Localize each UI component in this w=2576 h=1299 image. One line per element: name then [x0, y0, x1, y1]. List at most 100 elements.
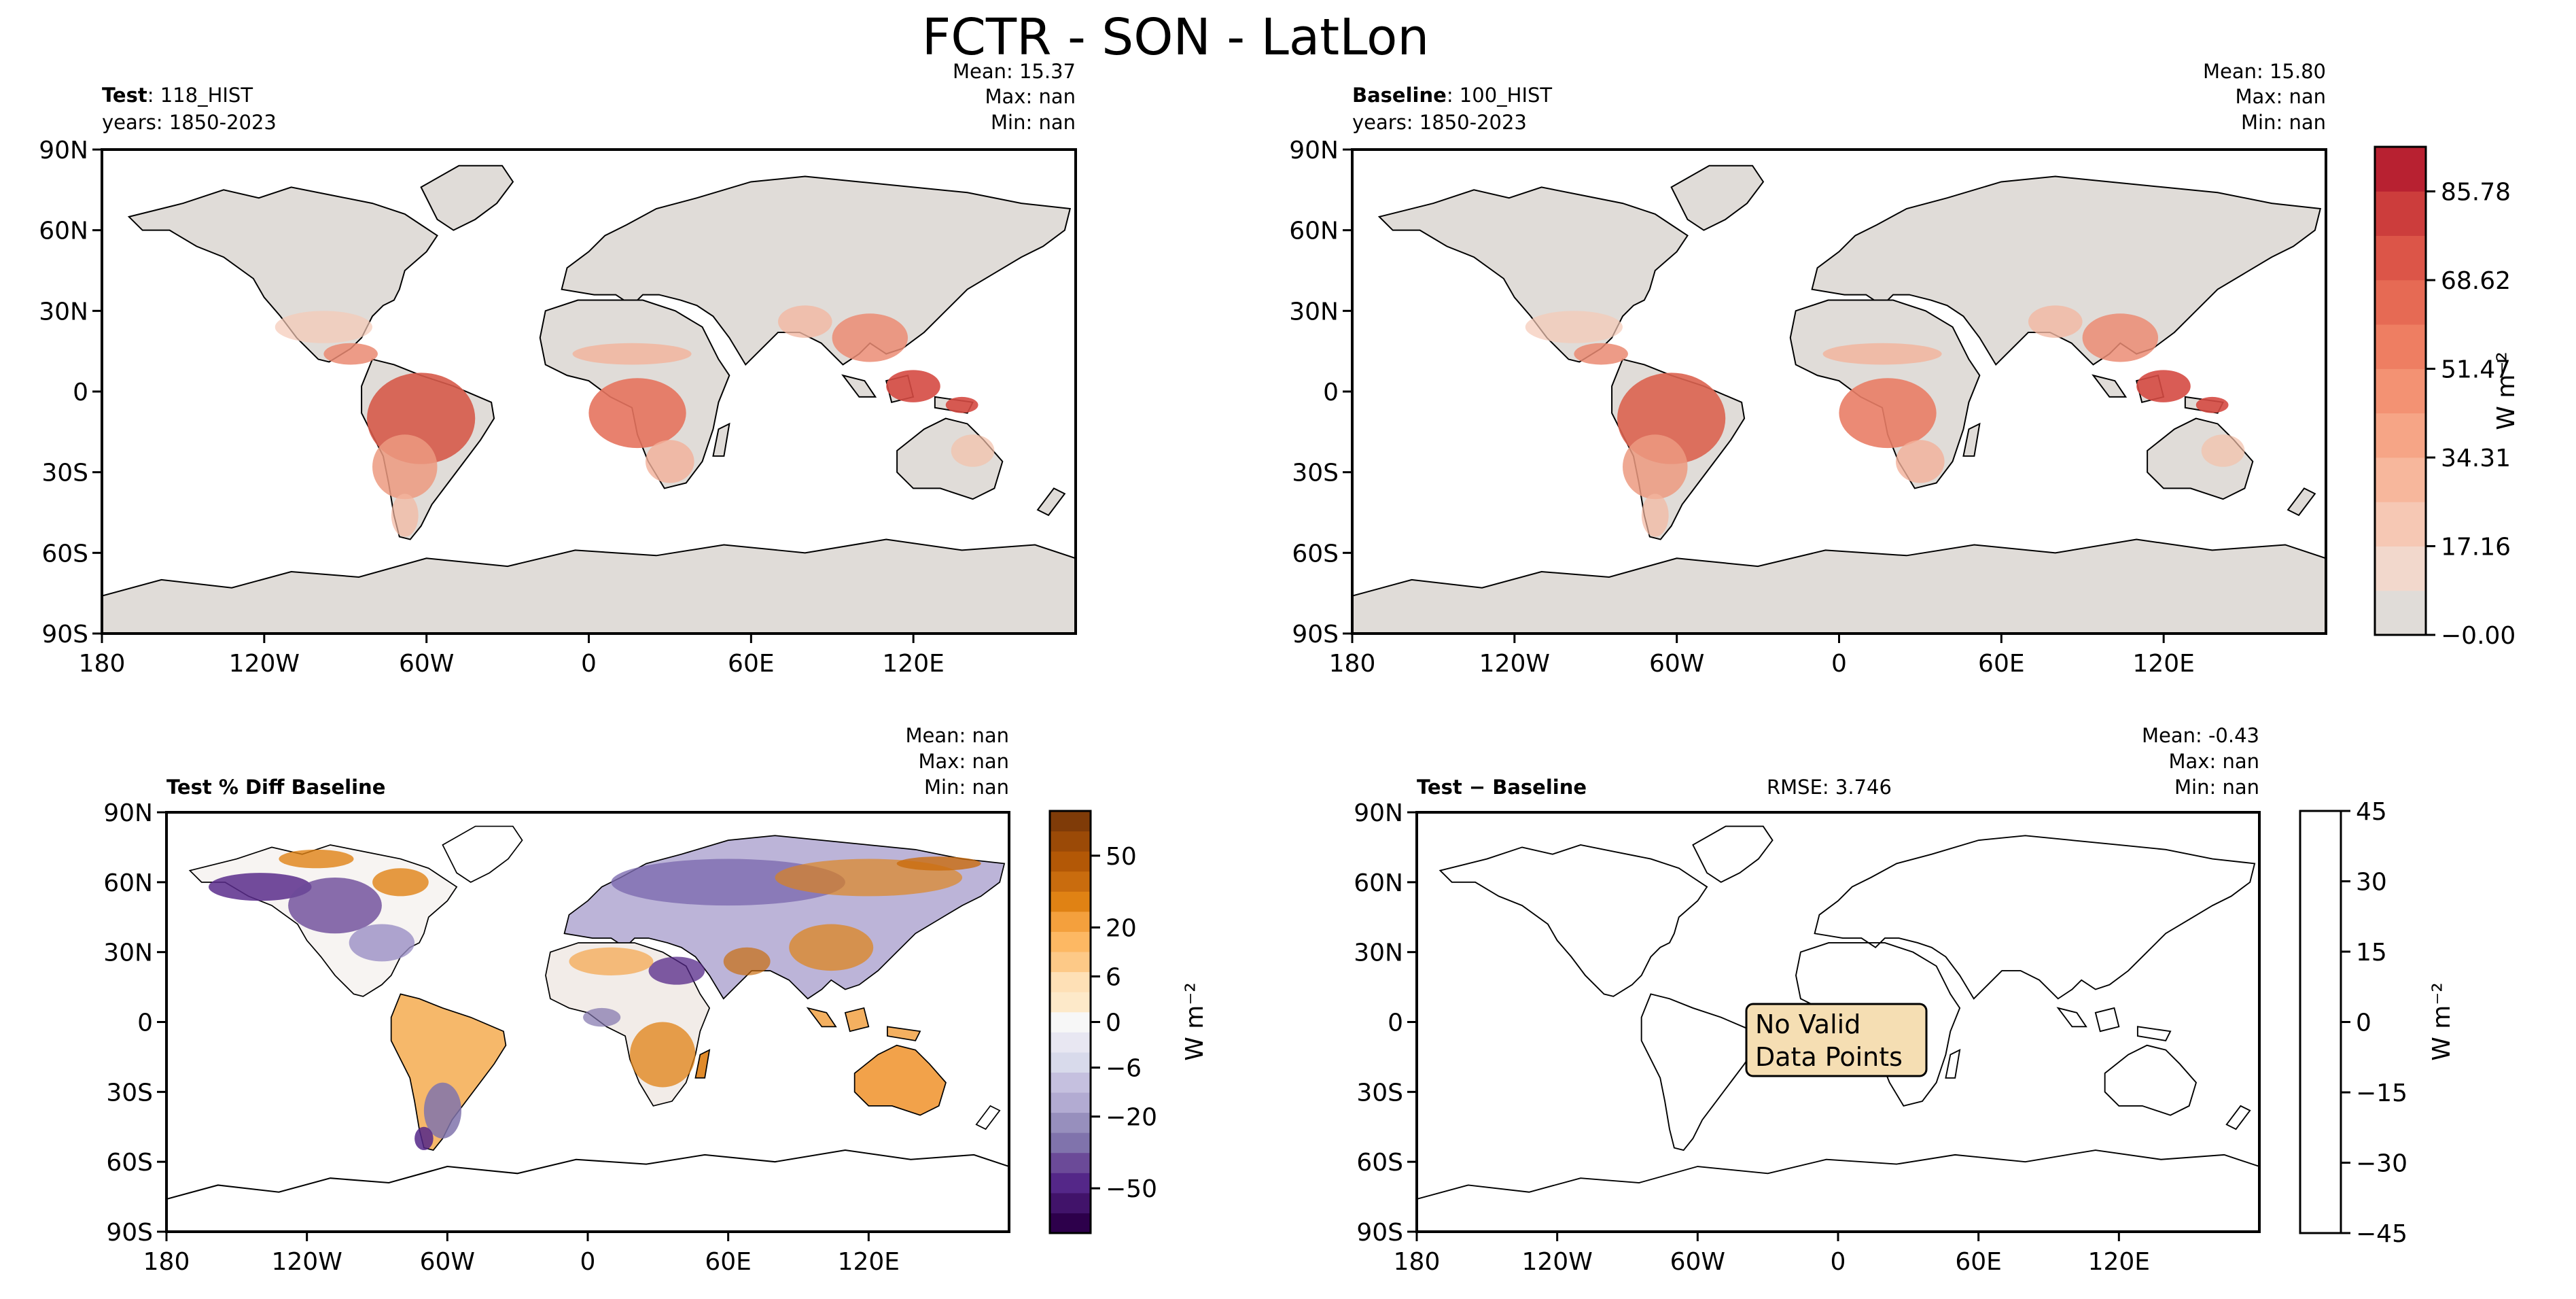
colorbar-diff-tick-label: −45 — [2356, 1220, 2407, 1248]
colorbar-ab-tick-label: 34.31 — [2441, 445, 2511, 472]
panel-pctdiff-max: Max: nan — [919, 750, 1009, 773]
panel-diff-max: Max: nan — [2169, 750, 2259, 773]
lat-tick-label: 90N — [1354, 799, 1403, 827]
lon-tick-label: 180 — [79, 650, 126, 678]
lat-tick-label: 60S — [106, 1149, 153, 1177]
lon-tick-label: 120E — [2088, 1248, 2150, 1276]
panel-baseline-name-bold: Baseline — [1352, 84, 1447, 107]
colorbar-ab-segment — [2375, 413, 2426, 458]
lon-tick-label: 120W — [1479, 650, 1550, 678]
antarctica — [1417, 1149, 2259, 1200]
lat-tick-label: 0 — [1388, 1009, 1403, 1037]
lat-tick-label: 60S — [1292, 540, 1339, 568]
australia — [853, 1044, 947, 1116]
panel-pctdiff-min: Min: nan — [924, 776, 1009, 799]
panel-baseline-name-rest: : 100_HIST — [1447, 84, 1553, 107]
colorbar-diff-tick-label: 45 — [2356, 798, 2387, 826]
colorbar-pctdiff-segment — [1050, 871, 1091, 892]
colorbar-diff-label: W m⁻² — [2428, 982, 2456, 1061]
lat-tick-label: 60N — [1354, 869, 1403, 897]
colorbar-pctdiff-segment — [1050, 1213, 1091, 1234]
lat-tick-label: 30S — [41, 460, 88, 487]
panel-baseline: Baseline: 100_HIST years: 1850-2023 Mean… — [1351, 60, 2327, 635]
lat-tick-label: 60N — [103, 869, 153, 897]
new-zealand — [2225, 1105, 2251, 1130]
south-america — [1640, 993, 1757, 1151]
panel-baseline-mean: Mean: 15.80 — [2203, 60, 2326, 83]
baseline-heat-overlays — [1525, 305, 2245, 537]
panel-diff-map — [1417, 825, 2259, 1200]
colorbar-pctdiff-segment — [1050, 931, 1091, 952]
lat-tick-label: 0 — [1323, 379, 1339, 406]
greenland — [420, 164, 514, 231]
panel-diff-rmse: RMSE: 3.746 — [1767, 776, 1892, 799]
colorbar-pctdiff-tick-label: −50 — [1106, 1175, 1157, 1203]
panel-diff-title-rest: − Baseline — [1462, 776, 1587, 799]
madagascar — [1962, 422, 1981, 457]
colorbar-pctdiff-segment — [1050, 1112, 1091, 1133]
lon-tick-label: 180 — [1329, 650, 1376, 678]
colorbar-pctdiff-segment — [1050, 1152, 1091, 1173]
lon-tick-label: 120E — [882, 650, 944, 678]
greenland — [442, 825, 523, 883]
lon-tick-label: 180 — [143, 1248, 190, 1276]
borneo — [2094, 1007, 2120, 1033]
greenland — [1692, 825, 1774, 883]
lon-tick-label: 60W — [420, 1248, 475, 1276]
colorbar-ab: W m⁻² −0.00 17.16 34.31 51.47 68.62 85.78 — [2374, 145, 2520, 650]
panel-diff-title: Test − Baseline — [1417, 776, 1587, 799]
colorbar-ab-tick-label: 17.16 — [2441, 533, 2511, 561]
north-america — [1439, 844, 1708, 997]
colorbar-diff-frame — [2299, 810, 2342, 1234]
antarctica — [1352, 538, 2326, 634]
antarctica — [166, 1149, 1009, 1200]
colorbar-pctdiff-segment — [1050, 971, 1091, 992]
colorbar-pctdiff-tick-label: 50 — [1106, 843, 1137, 871]
lat-tick-label: 90N — [1289, 137, 1339, 164]
colorbar-pctdiff-segment — [1050, 992, 1091, 1013]
lat-tick-label: 0 — [73, 379, 88, 406]
lon-tick-label: 60W — [1670, 1248, 1725, 1276]
lon-tick-label: 60E — [728, 650, 775, 678]
colorbar-pctdiff-segment — [1050, 831, 1091, 852]
lat-tick-label: 30N — [1289, 298, 1339, 326]
borneo — [844, 1007, 870, 1033]
lon-tick-label: 60E — [1955, 1248, 2002, 1276]
colorbar-ab-segment — [2375, 590, 2426, 636]
panel-test-name-rest: : 118_HIST — [147, 84, 253, 107]
colorbar-pctdiff-segment — [1050, 1052, 1091, 1073]
colorbar-diff-tick-label: 0 — [2356, 1009, 2371, 1037]
test-heat-overlays — [275, 305, 995, 537]
lon-tick-label: 0 — [1831, 1248, 1846, 1276]
new-zealand — [1036, 487, 1066, 517]
colorbar-ab-segment — [2375, 191, 2426, 237]
colorbar-pctdiff-segment — [1050, 1032, 1091, 1053]
eurasia — [561, 175, 1072, 366]
colorbar-ab-segment — [2375, 368, 2426, 414]
lon-tick-label: 0 — [581, 650, 597, 678]
panel-diff-mean: Mean: -0.43 — [2142, 724, 2259, 747]
panel-test-min: Min: nan — [991, 111, 1076, 134]
madagascar — [694, 1049, 711, 1079]
panel-baseline-name: Baseline: 100_HIST — [1352, 84, 1552, 107]
colorbar-ab-segment — [2375, 546, 2426, 591]
panel-pctdiff-map — [166, 825, 1009, 1200]
panel-pctdiff: Test % Diff Baseline Mean: nan Max: nan … — [165, 724, 1010, 1233]
colorbar-pctdiff-segment — [1050, 1132, 1091, 1154]
axis-ticks: 90N 60N 30N 0 30S 60S 90S 180 120W 60W 0 60E 120E 90N… — [39, 137, 2195, 1276]
colorbar-pctdiff-segment — [1050, 911, 1091, 932]
madagascar — [1945, 1048, 1961, 1079]
colorbar-pctdiff-tick-label: 6 — [1106, 963, 1121, 991]
lat-tick-label: 90S — [1356, 1219, 1403, 1247]
colorbar-pctdiff-segment — [1050, 811, 1091, 832]
panel-test: Test: 118_HIST years: 1850-2023 Mean: 15… — [101, 60, 1077, 635]
panel-test-name-bold: Test — [102, 84, 147, 107]
no-data-box — [1745, 1003, 1928, 1077]
lon-tick-label: 120E — [2132, 650, 2194, 678]
colorbar-ab-segment — [2375, 457, 2426, 502]
panel-diff-min: Min: nan — [2174, 776, 2259, 799]
colorbar-pctdiff-segment — [1050, 952, 1091, 973]
antarctica — [102, 538, 1076, 634]
greenland — [1670, 164, 1765, 231]
